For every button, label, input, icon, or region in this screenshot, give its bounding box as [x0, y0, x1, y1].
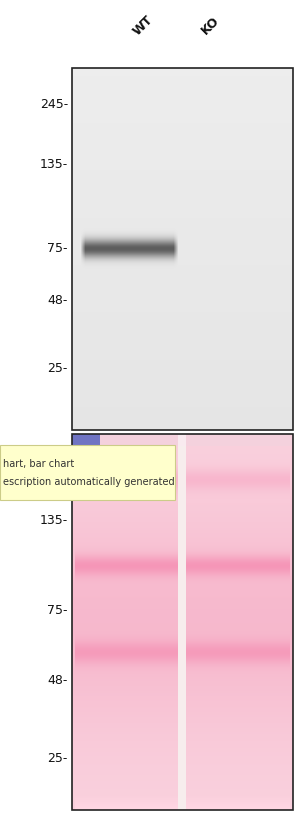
Text: 135-: 135- — [40, 159, 68, 171]
Text: escription automatically generated: escription automatically generated — [3, 477, 175, 487]
Text: KO: KO — [199, 14, 222, 37]
Bar — [72, 434, 293, 810]
Text: 48-: 48- — [48, 293, 68, 307]
Text: 245-: 245- — [40, 99, 68, 111]
Bar — [72, 434, 100, 450]
Text: 245-: 245- — [40, 449, 68, 461]
Text: hart, bar chart: hart, bar chart — [3, 459, 74, 469]
Bar — [0, 445, 175, 500]
Text: 48-: 48- — [48, 673, 68, 686]
Text: 25-: 25- — [48, 751, 68, 765]
Text: 135-: 135- — [40, 514, 68, 527]
Text: 25-: 25- — [48, 361, 68, 375]
Bar — [72, 68, 293, 430]
Text: 75-: 75- — [47, 242, 68, 254]
Text: 75-: 75- — [47, 603, 68, 617]
Text: WT: WT — [131, 13, 156, 38]
